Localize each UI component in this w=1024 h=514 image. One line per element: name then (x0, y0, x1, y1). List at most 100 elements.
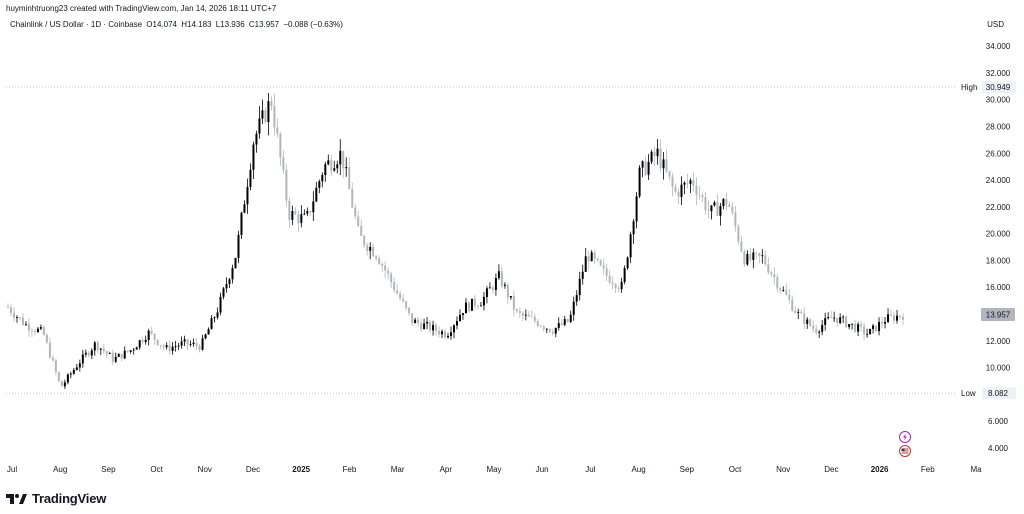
candle-body (90, 350, 93, 356)
candle-body (860, 324, 863, 327)
currency-label[interactable]: USD (987, 20, 1004, 29)
candle-body (623, 268, 626, 282)
candle-body (270, 101, 273, 106)
candle-body (554, 327, 557, 334)
candle-body (426, 321, 429, 324)
candle-body (33, 331, 36, 333)
y-tick-label: 32.000 (986, 69, 1011, 78)
candle-body (414, 319, 417, 324)
candle-body (177, 345, 180, 347)
candle-body (93, 342, 96, 351)
candle-body (764, 255, 767, 265)
candle-body (69, 373, 72, 375)
candle-body (749, 253, 752, 260)
candle-body (614, 284, 617, 289)
candle-body (453, 325, 456, 333)
candle-body (174, 346, 177, 348)
candle-body (578, 278, 581, 296)
candle-body (674, 186, 677, 192)
candle-body (189, 344, 192, 345)
candle-body (48, 342, 51, 358)
candle-body (405, 301, 408, 308)
candle-body (267, 101, 270, 122)
candle-body (713, 202, 716, 206)
candle-body (734, 212, 737, 227)
candle-body (839, 317, 842, 324)
candle-body (857, 324, 860, 332)
lightning-icon[interactable] (899, 431, 911, 443)
candle-body (219, 296, 222, 313)
candle-body (767, 264, 770, 273)
candle-body (485, 288, 488, 297)
candle-body (671, 176, 674, 187)
y-tick-label: 30.000 (986, 96, 1011, 105)
candle-body (135, 347, 138, 350)
candle-body (279, 133, 282, 158)
candle-body (315, 187, 318, 202)
candle-body (234, 258, 237, 269)
x-tick-label: Dec (824, 465, 838, 474)
candle-body (752, 252, 755, 260)
candle-body (294, 210, 297, 215)
last-price-tag[interactable] (981, 308, 1015, 322)
candle-body (719, 206, 722, 216)
x-axis[interactable]: Jul Aug Sep Oct Nov Dec 2025 Feb Mar Apr May Jun Jul… (7, 465, 982, 474)
candle-body (144, 339, 147, 342)
candle-body (51, 357, 54, 361)
candle-body (692, 180, 695, 186)
candle-body (447, 335, 450, 338)
candle-body (354, 207, 357, 217)
candle-body (785, 290, 788, 295)
symbol-name[interactable]: Chainlink / US Dollar · 1D · Coinbase (10, 20, 143, 29)
candle-body (114, 356, 117, 362)
candle-body (815, 328, 818, 333)
candle-body (590, 252, 593, 262)
candle-body (333, 168, 336, 171)
low-value: L13.936 (215, 20, 245, 29)
candle-body (450, 332, 453, 336)
price-tags: High 30.949 Low 8.082 13.957 (961, 80, 1016, 400)
candle-body (87, 352, 90, 356)
candle-body (632, 221, 635, 235)
candle-body (339, 150, 342, 165)
candle-body (731, 206, 734, 213)
candle-body (698, 194, 701, 196)
candle-body (273, 105, 276, 128)
candle-body (342, 150, 345, 169)
candle-body (788, 294, 791, 300)
candle-body (411, 313, 414, 324)
candle-body (417, 319, 420, 324)
x-tick-label: Mar (391, 465, 405, 474)
candle-body (737, 226, 740, 242)
candle-body (288, 200, 291, 220)
candle-body (626, 257, 629, 269)
candle-body (24, 324, 27, 326)
candle-body (677, 191, 680, 197)
close-value: C13.957 (248, 20, 280, 29)
candle-body (647, 161, 650, 175)
candle-body (216, 312, 219, 318)
candle-body (881, 322, 884, 324)
candle-body (363, 235, 366, 246)
chart-caption: huyminhtruong23 created with TradingView… (6, 4, 277, 13)
candle-body (818, 331, 821, 333)
y-tick-label: 16.000 (986, 283, 1011, 292)
candle-body (15, 317, 18, 318)
x-tick-label: Oct (150, 465, 163, 474)
candle-body (348, 167, 351, 189)
candle-body (180, 341, 183, 346)
us-flag-icon[interactable] (899, 445, 911, 457)
x-tick-label: Sep (680, 465, 695, 474)
candle-body (207, 329, 210, 335)
candle-body (809, 319, 812, 326)
candle-body (707, 210, 710, 212)
candle-body (617, 288, 620, 290)
candle-body (396, 290, 399, 294)
candle-body (378, 258, 381, 265)
candle-body (312, 201, 315, 213)
candle-body (470, 298, 473, 311)
brand-footer[interactable]: TradingView (6, 491, 106, 506)
candle-body (683, 182, 686, 185)
candle-body (132, 349, 135, 351)
